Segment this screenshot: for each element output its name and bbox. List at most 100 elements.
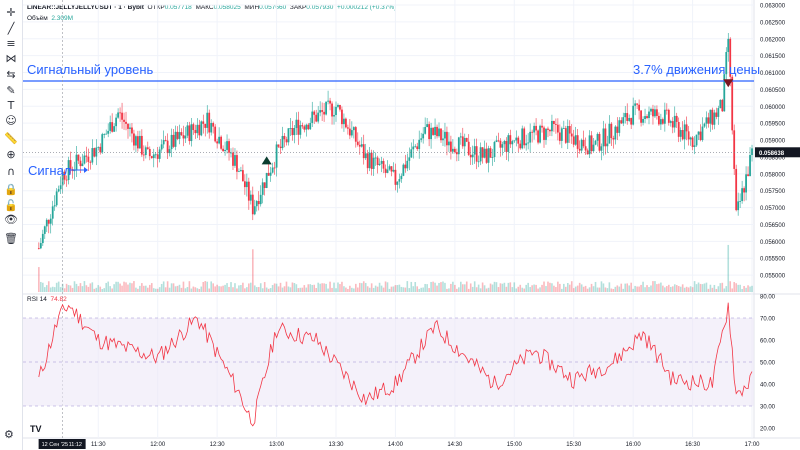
volume-bar [212,283,214,292]
volume-bar [566,283,569,292]
volume-bar [525,284,527,292]
volume-bar [545,286,547,292]
candle-body [103,134,106,135]
emoji-icon[interactable]: ☺ [5,114,17,127]
signal-arrowhead [84,167,88,173]
candle-body [677,121,680,137]
candle-body [572,136,575,145]
candle-body [604,128,607,147]
candle-body [190,124,193,142]
candle-body [747,174,749,177]
candle-body [608,123,611,144]
candle-body [513,140,516,142]
volume-bar [83,281,86,292]
magnet-icon[interactable]: ∩ [6,165,16,178]
price-tick-label: 0.060000 [760,105,786,111]
lock-drawing-icon[interactable]: 🔒 [4,183,18,196]
candle-body [222,148,224,152]
high-label: МАКС [195,4,214,11]
candle-body [388,166,391,170]
trend-line-icon[interactable]: ╱ [7,22,15,35]
volume-bar [234,283,236,292]
zoom-icon[interactable]: ⊕ [6,148,16,161]
candle-body [45,219,48,227]
candle-body [582,139,585,147]
volume-bar [446,288,448,292]
volume-bar [337,282,339,292]
volume-bar [751,285,753,292]
candle-body [390,166,393,172]
candle-body [57,189,60,192]
candle-body [271,167,274,173]
volume-bar [642,281,644,292]
candle-body [741,188,744,202]
volume-bar [305,287,308,292]
candle-body [295,119,298,129]
candle-body [378,163,381,166]
candle-body [533,125,536,133]
settings-icon[interactable]: ⚙ [4,429,14,441]
cursor-icon[interactable]: ✛ [6,6,16,19]
candle-body [121,112,123,120]
volume-bar [739,284,741,292]
volume-bar [654,281,656,292]
volume-bar [172,283,175,292]
candle-body [251,194,254,215]
candle-body [400,175,403,180]
volume-bar [188,281,191,292]
fib-icon[interactable]: ≡ [6,37,16,50]
lock-icon[interactable]: 🔓 [4,199,18,212]
volume-bar [527,282,529,292]
candle-body [636,103,639,105]
candle-body [63,171,66,180]
tradingview-logo[interactable]: TV [30,424,42,434]
text-icon[interactable]: T [7,99,15,112]
rsi-label[interactable]: RSI 14 74.82 [27,296,67,303]
volume-bar [408,288,411,292]
eye-icon[interactable]: 👁 [4,213,18,226]
candle-body [99,146,102,153]
volume-bar [622,288,625,292]
volume-bar [574,286,577,292]
candle-body [451,148,454,152]
candle-body [531,131,534,133]
volume-bar [125,282,127,292]
volume-bar [598,287,601,292]
trash-icon[interactable]: 🗑 [4,232,18,245]
candle-body [117,112,119,118]
candle-body [444,131,446,139]
candle-body [731,76,734,131]
price-tick-label: 0.061500 [760,54,786,60]
candle-body [299,125,302,135]
volume-bar [701,284,704,292]
volume-bar [174,286,177,292]
candle-body [228,141,230,153]
volume-bar [608,282,611,292]
candle-body [146,147,149,149]
volume-label[interactable]: Объём 2.309M [27,15,73,22]
candle-body [281,135,284,149]
candle-body [125,121,127,124]
candle-body [493,141,496,158]
ruler-icon[interactable]: 📏 [4,132,18,145]
candle-body [537,130,539,143]
volume-bar [511,287,514,292]
candle-body [245,181,248,188]
brush-icon[interactable]: ✎ [6,84,16,97]
symbol-title[interactable]: LINEAR::JELLYJELLYUSDT · 1 · Bybit [27,4,144,11]
volume-bar [360,283,363,292]
candle-body [123,119,125,122]
volume-bar [325,283,327,292]
volume-bar [618,286,621,292]
candle-body [568,126,571,134]
volume-bar [257,287,260,292]
pattern-icon[interactable]: ⋈ [5,52,17,65]
volume-bar [323,283,325,292]
volume-bar [737,284,739,292]
volume-bar [648,287,650,292]
measure-icon[interactable]: ⇆ [6,68,16,81]
volume-bar [271,285,274,292]
candle-body [671,121,674,128]
candle-body [188,125,191,142]
